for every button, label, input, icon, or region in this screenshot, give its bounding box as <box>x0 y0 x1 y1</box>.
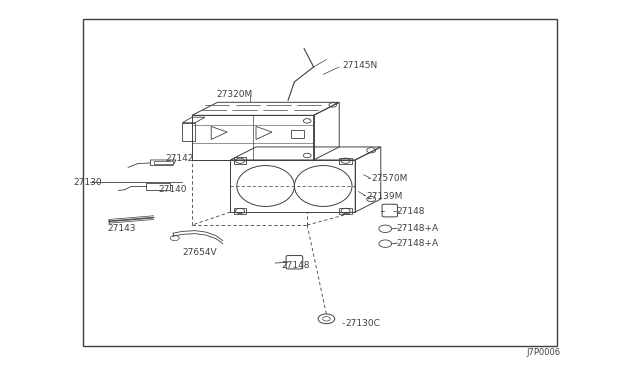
Text: 27145N: 27145N <box>342 61 378 70</box>
Text: 27139M: 27139M <box>366 192 403 201</box>
Text: 27148+A: 27148+A <box>397 239 439 248</box>
Text: 27130C: 27130C <box>346 319 380 328</box>
Text: 27148+A: 27148+A <box>397 224 439 233</box>
Text: -: - <box>392 239 396 248</box>
Text: 27143: 27143 <box>108 224 136 233</box>
Text: 27148: 27148 <box>397 207 426 216</box>
Text: 27130: 27130 <box>74 178 102 187</box>
Text: 27142: 27142 <box>165 154 193 163</box>
Text: -: - <box>363 192 366 201</box>
Text: -: - <box>368 174 371 183</box>
Text: 27570M: 27570M <box>371 174 408 183</box>
Text: 27320M: 27320M <box>216 90 253 99</box>
Text: -: - <box>341 319 344 328</box>
Text: 27140: 27140 <box>159 185 188 194</box>
Text: -: - <box>392 224 396 233</box>
Text: -: - <box>392 207 396 216</box>
Text: J7P0006: J7P0006 <box>526 348 560 357</box>
Text: 27148: 27148 <box>282 262 310 270</box>
Text: 27654V: 27654V <box>182 248 217 257</box>
